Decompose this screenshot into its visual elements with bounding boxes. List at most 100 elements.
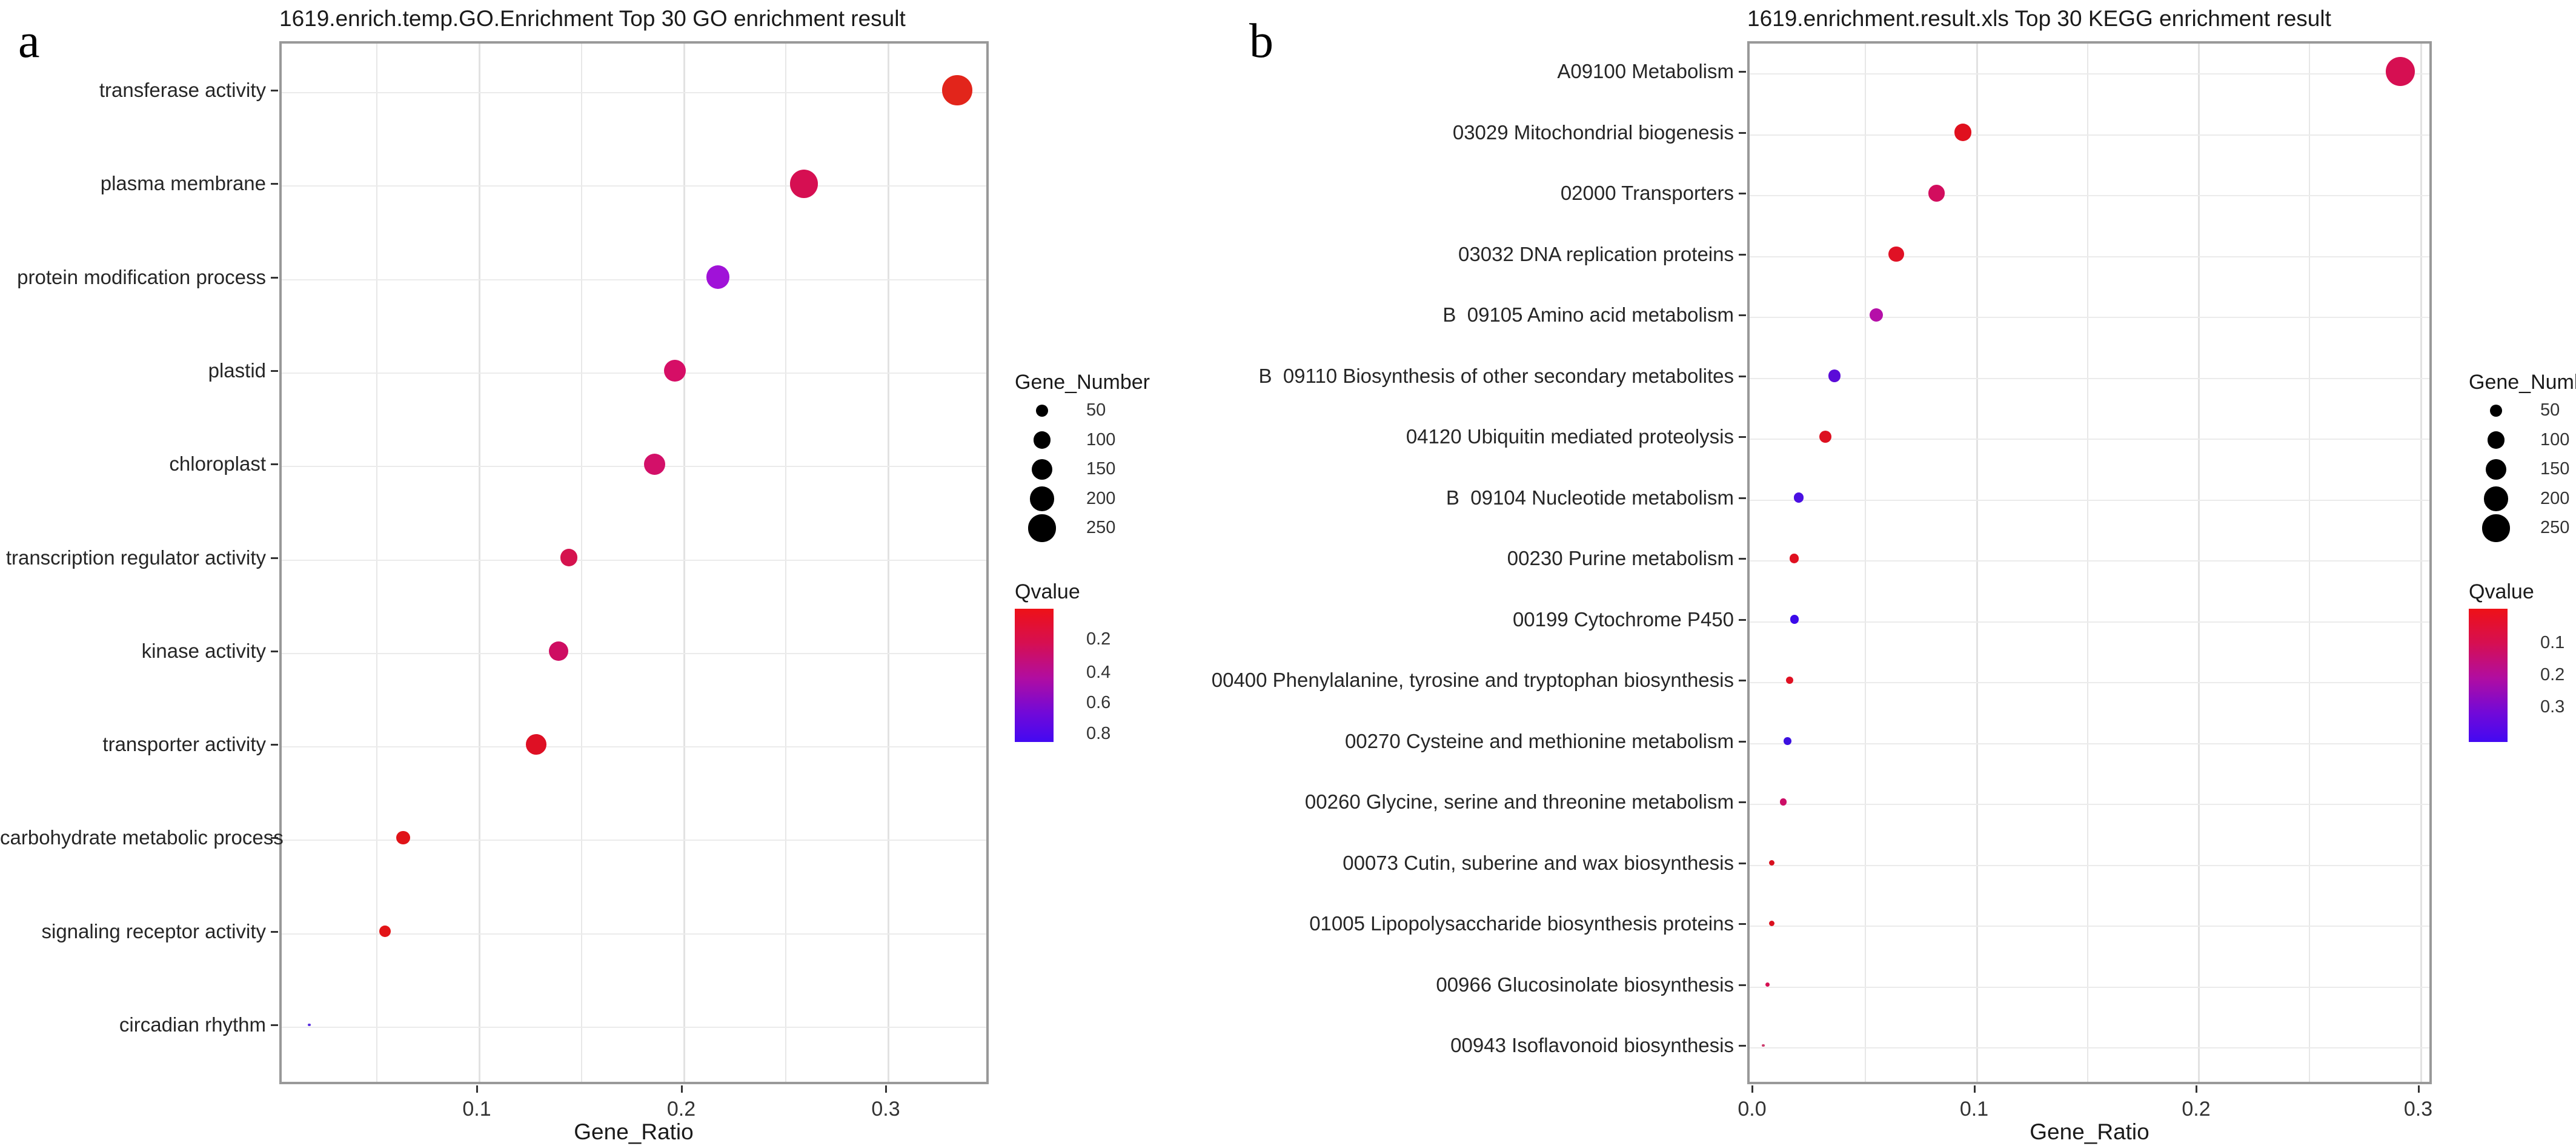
data-point (526, 734, 546, 755)
size-legend-label: 200 (1086, 488, 1116, 508)
y-tick-mark (1739, 801, 1746, 803)
category-label: chloroplast (169, 452, 266, 475)
size-legend-label: 50 (1086, 400, 1106, 420)
size-legend-dot (1031, 459, 1053, 480)
size-legend-dot (2483, 486, 2509, 511)
category-label: A09100 Metabolism (1557, 60, 1734, 82)
x-tick-label: 0.1 (1959, 1098, 1989, 1121)
category-label: 03029 Mitochondrial biogenesis (1452, 121, 1734, 144)
size-legend-dot (1029, 486, 1055, 511)
data-point (1888, 246, 1904, 262)
y-gridline (1750, 1047, 2429, 1048)
y-gridline (1750, 195, 2429, 196)
y-tick-mark (1739, 558, 1746, 560)
category-label: protein modification process (17, 265, 266, 288)
data-point (307, 1023, 311, 1027)
y-tick-mark (271, 557, 278, 559)
category-label: 00270 Cysteine and methionine metabolism (1344, 729, 1734, 752)
panel-a-plot-area (279, 41, 989, 1084)
data-point (664, 359, 686, 382)
y-tick-mark (271, 183, 278, 185)
data-point (1789, 554, 1799, 563)
category-label: 00966 Glucosinolate biosynthesis (1436, 973, 1734, 996)
y-gridline (282, 840, 986, 841)
y-tick-mark (1739, 984, 1746, 986)
y-tick-mark (271, 744, 278, 746)
data-point (1769, 860, 1775, 866)
category-label: transporter activity (102, 733, 266, 756)
size-legend-dot (1035, 404, 1049, 417)
category-label: 00943 Isoflavonoid biosynthesis (1450, 1034, 1734, 1056)
y-tick-mark (1739, 1045, 1746, 1047)
qvalue-tick-label: 0.8 (1086, 723, 1111, 743)
y-gridline (282, 1027, 986, 1028)
x-tick-mark (2417, 1085, 2420, 1093)
y-gridline (282, 652, 986, 654)
data-point (396, 831, 410, 845)
category-label: circadian rhythm (119, 1013, 266, 1036)
panel-a-x-axis-label: Gene_Ratio (574, 1119, 694, 1144)
x-gridline (2086, 44, 2088, 1082)
category-label: 00073 Cutin, suberine and wax biosynthes… (1343, 851, 1734, 874)
data-point (1870, 308, 1884, 322)
data-point (1819, 430, 1831, 443)
x-gridline (376, 44, 378, 1082)
y-tick-mark (271, 650, 278, 652)
data-point (1828, 369, 1841, 382)
panel-a-color-legend-title: Qvalue (1015, 580, 1080, 603)
y-gridline (282, 559, 986, 561)
size-legend-label: 100 (1086, 429, 1116, 449)
category-label: 00199 Cytochrome P450 (1512, 608, 1734, 631)
category-label: 03032 DNA replication proteins (1458, 242, 1734, 265)
data-point (560, 549, 578, 566)
y-tick-mark (1739, 375, 1746, 377)
x-tick-label: 0.3 (2403, 1098, 2433, 1121)
size-legend-dot (2482, 514, 2510, 542)
size-legend-label: 200 (2540, 488, 2570, 508)
y-tick-mark (271, 1024, 278, 1026)
x-gridline (888, 44, 889, 1082)
y-gridline (1750, 560, 2429, 561)
y-tick-mark (1739, 436, 1746, 438)
data-point (379, 926, 391, 938)
panel-b-title: 1619.enrichment.result.xls Top 30 KEGG e… (1747, 6, 2331, 31)
y-tick-mark (1739, 253, 1746, 256)
y-gridline (282, 372, 986, 374)
size-legend-dot (1028, 514, 1056, 542)
size-legend-label: 250 (2540, 518, 2570, 537)
category-label: B 09104 Nucleotide metabolism (1446, 486, 1734, 509)
data-point (1790, 615, 1799, 624)
y-gridline (1750, 743, 2429, 744)
qvalue-tick-label: 0.4 (1086, 662, 1111, 682)
category-label: plasma membrane (100, 172, 266, 195)
panel-letter-a: a (18, 15, 40, 68)
size-legend-label: 150 (1086, 459, 1116, 479)
data-point (548, 641, 569, 661)
panel-a-size-legend-title: Gene_Number (1015, 371, 1150, 394)
panel-letter-b: b (1249, 15, 1273, 68)
y-tick-mark (271, 930, 278, 933)
x-gridline (683, 44, 685, 1082)
category-label: plastid (208, 359, 266, 382)
category-label: 02000 Transporters (1560, 182, 1734, 204)
x-tick-mark (680, 1085, 683, 1093)
size-legend-label: 50 (2540, 400, 2560, 420)
qvalue-tick-label: 0.1 (2540, 633, 2565, 653)
data-point (1765, 982, 1770, 987)
y-gridline (1750, 73, 2429, 75)
y-gridline (1750, 256, 2429, 257)
y-tick-mark (1739, 862, 1746, 864)
x-gridline (2198, 44, 2200, 1082)
y-tick-mark (1739, 131, 1746, 134)
data-point (1954, 124, 1972, 141)
panel-b-color-legend-title: Qvalue (2469, 580, 2534, 603)
y-gridline (282, 746, 986, 748)
y-tick-mark (1739, 497, 1746, 499)
category-label: 01005 Lipopolysaccharide biosynthesis pr… (1309, 912, 1734, 935)
y-tick-mark (1739, 680, 1746, 681)
y-gridline (1750, 986, 2429, 988)
size-legend-label: 100 (2540, 429, 2570, 449)
qvalue-tick-label: 0.2 (1086, 629, 1111, 649)
y-gridline (282, 279, 986, 280)
